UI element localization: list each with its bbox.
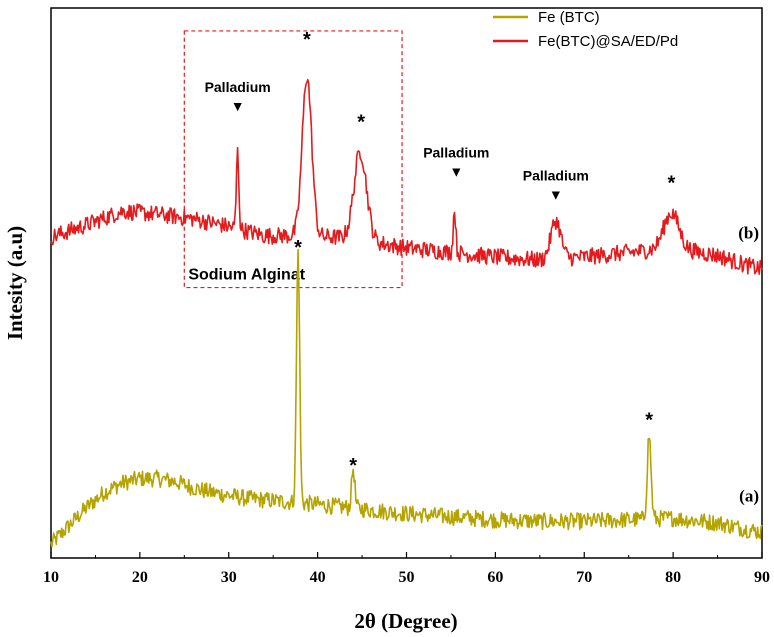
x-tick-label: 40 bbox=[310, 569, 326, 586]
palladium-label: Palladium bbox=[523, 168, 589, 184]
x-tick-label: 60 bbox=[487, 569, 503, 586]
palladium-triangle-marker: ▼ bbox=[549, 187, 563, 203]
sodium-alginat-box bbox=[183, 30, 403, 289]
peak-star-marker: * bbox=[667, 173, 675, 195]
peak-star-marker: * bbox=[357, 111, 365, 133]
peak-star-marker: * bbox=[645, 409, 653, 431]
x-tick-label: 80 bbox=[665, 569, 681, 586]
x-tick-label: 70 bbox=[576, 569, 592, 586]
peak-star-marker: * bbox=[294, 237, 302, 259]
palladium-label: Palladium bbox=[205, 79, 271, 95]
x-tick-label: 30 bbox=[221, 569, 237, 586]
legend: Fe (BTC) Fe(BTC)@SA/ED/Pd bbox=[493, 9, 678, 50]
x-tick-label: 90 bbox=[754, 569, 770, 586]
series-line-1 bbox=[50, 78, 763, 275]
series-layer: (a) (b) bbox=[50, 78, 763, 548]
curve-label-1: (b) bbox=[738, 224, 759, 243]
palladium-triangle-marker: ▼ bbox=[449, 164, 463, 180]
peak-star-marker: * bbox=[349, 455, 357, 477]
annotation-layer: * * * * * * Palladium ▼ Palladium ▼ Palladium ▼ bbox=[205, 29, 676, 477]
palladium-label: Palladium bbox=[423, 145, 489, 161]
sodium-alginat-label: Sodium Alginat bbox=[188, 267, 305, 284]
palladium-triangle-marker: ▼ bbox=[231, 98, 245, 114]
x-axis-title: 2θ (Degree) bbox=[354, 609, 457, 633]
peak-star-marker: * bbox=[303, 29, 311, 51]
x-tick-label: 20 bbox=[132, 569, 148, 586]
x-tick-label: 50 bbox=[399, 569, 415, 586]
y-axis-title: Intesity (a.u) bbox=[3, 226, 27, 340]
legend-label-fe-btc: Fe (BTC) bbox=[538, 9, 600, 26]
x-axis-tick-labels: 10 20 30 40 50 60 70 80 90 bbox=[43, 569, 770, 586]
series-line-0 bbox=[50, 248, 763, 548]
legend-label-fe-btc-sa-ed-pd: Fe(BTC)@SA/ED/Pd bbox=[538, 33, 678, 50]
curve-label-0: (a) bbox=[739, 486, 759, 505]
x-axis-ticks bbox=[50, 552, 763, 558]
x-tick-label: 10 bbox=[43, 569, 59, 586]
